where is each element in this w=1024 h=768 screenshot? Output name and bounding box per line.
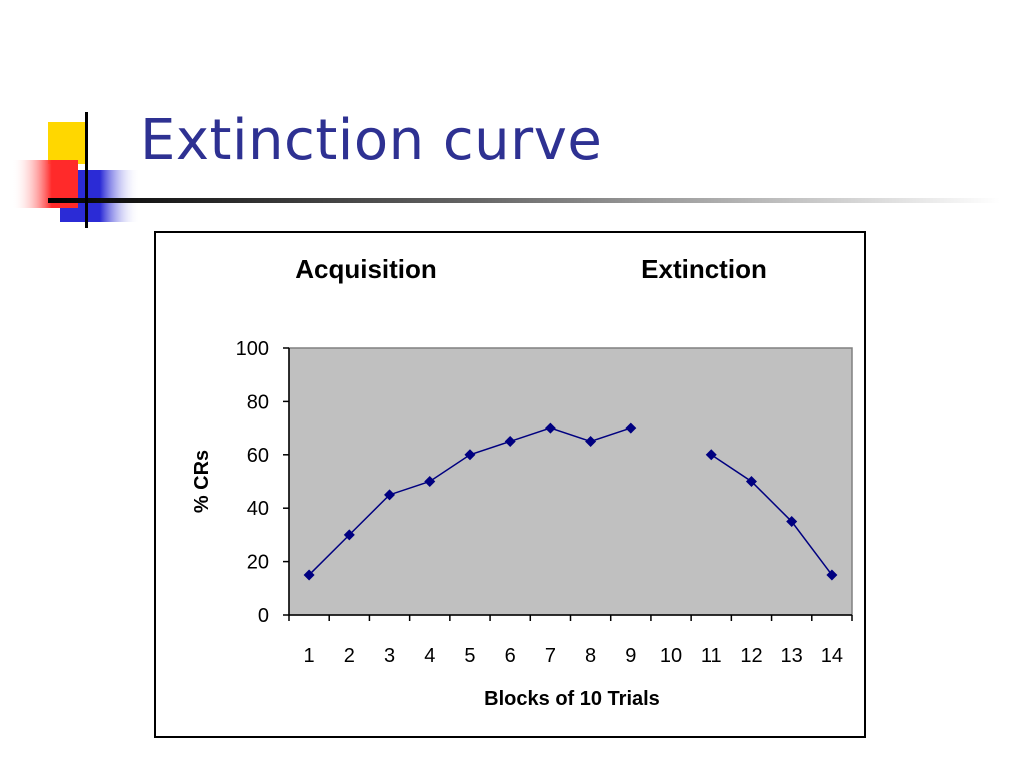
data-point bbox=[464, 449, 476, 461]
y-axis-title: % CRs bbox=[191, 450, 213, 513]
y-tick-label: 40 bbox=[247, 498, 269, 520]
x-axis-title: Blocks of 10 Trials bbox=[484, 688, 660, 710]
x-tick-label: 9 bbox=[625, 645, 636, 667]
x-tick-label: 5 bbox=[464, 645, 475, 667]
data-point bbox=[625, 422, 637, 434]
data-point bbox=[424, 476, 436, 487]
y-tick-label: 80 bbox=[247, 391, 269, 413]
data-point bbox=[705, 449, 717, 461]
annotation-extinction: Extinction bbox=[641, 254, 767, 284]
x-tick-label: 14 bbox=[821, 645, 843, 667]
slide-title: Extinction curve bbox=[140, 108, 603, 173]
data-point bbox=[343, 529, 355, 541]
yellow-square bbox=[48, 122, 88, 164]
data-point bbox=[745, 476, 757, 487]
x-tick-label: 6 bbox=[505, 645, 516, 667]
x-tick-label: 4 bbox=[424, 645, 435, 667]
data-point bbox=[585, 435, 597, 447]
decoration-graphic bbox=[12, 112, 1000, 228]
x-tick-label: 11 bbox=[701, 645, 722, 667]
data-point bbox=[786, 516, 798, 528]
x-tick-label: 12 bbox=[740, 645, 762, 667]
y-tick-label: 0 bbox=[258, 605, 269, 627]
x-tick-label: 1 bbox=[304, 645, 315, 667]
data-point bbox=[826, 569, 838, 581]
annotation-acquisition: Acquisition bbox=[295, 254, 437, 284]
plot-area bbox=[288, 347, 853, 616]
x-tick-label: 7 bbox=[545, 645, 556, 667]
x-tick-label: 2 bbox=[344, 645, 355, 667]
chart-frame: 0 20 40 60 80 100 1 2 3 4 5 6 7 8 9 10 11 12 13 14 Blocks of… bbox=[154, 231, 866, 738]
series-line bbox=[710, 454, 833, 576]
x-tick-label: 3 bbox=[384, 645, 395, 667]
title-decoration bbox=[0, 100, 1000, 240]
x-tick-label: 13 bbox=[781, 645, 803, 667]
data-point bbox=[384, 489, 396, 501]
x-tick-label: 8 bbox=[585, 645, 596, 667]
vertical-bar bbox=[85, 112, 88, 228]
title-underline bbox=[48, 198, 1000, 203]
x-tick-label: 10 bbox=[660, 645, 682, 667]
y-tick-label: 100 bbox=[236, 338, 269, 360]
data-point bbox=[504, 435, 516, 447]
data-point bbox=[303, 569, 315, 581]
y-tick-label: 60 bbox=[247, 445, 269, 467]
y-tick-label: 20 bbox=[247, 552, 269, 574]
data-point bbox=[544, 422, 556, 434]
